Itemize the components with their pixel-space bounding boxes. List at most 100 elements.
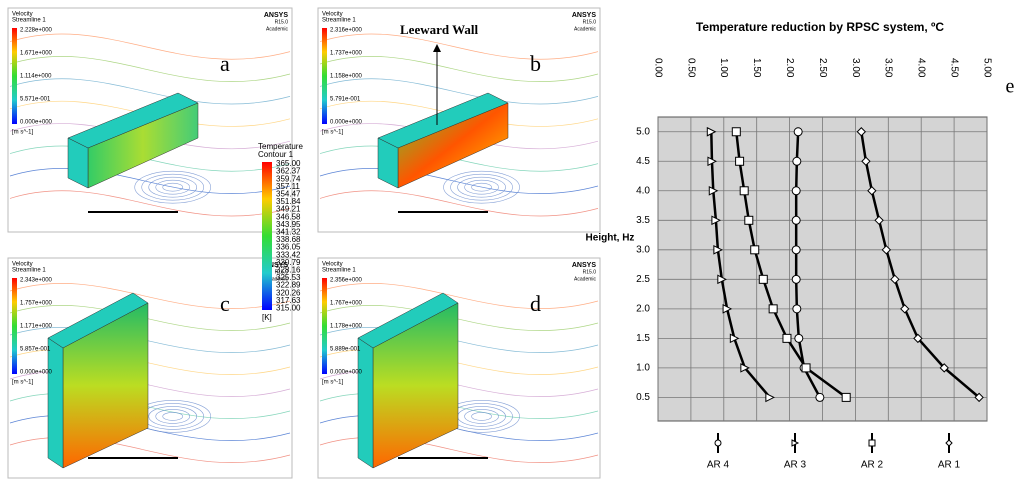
streamline (9, 33, 291, 60)
legend-value: 1.737e+000 (330, 51, 363, 57)
vortex (141, 173, 205, 201)
temperature-value: 362.37 (276, 167, 301, 176)
temperature-value: 343.95 (276, 220, 301, 229)
x-tick-label: 5.00 (981, 58, 992, 78)
annotation: Leeward Wall (400, 22, 479, 37)
legend-label: AR 3 (784, 460, 807, 471)
marker (792, 304, 802, 314)
legend-value: 2.356e+000 (330, 278, 363, 284)
vortex (457, 176, 506, 198)
marker (841, 392, 851, 402)
legend-colorbar (12, 278, 17, 374)
marker (815, 392, 825, 402)
streamline (319, 168, 599, 194)
marker (794, 333, 804, 343)
legend-value: 0.000e+000 (330, 120, 363, 126)
marker (861, 156, 871, 166)
marker (867, 186, 877, 196)
brand: ANSYS (264, 12, 288, 19)
brand: ANSYS (572, 262, 596, 269)
legend-title: Velocity (12, 262, 33, 268)
marker (791, 274, 801, 284)
marker (711, 215, 722, 226)
badge: Academic (574, 26, 596, 32)
legend-value: 1.171e+000 (20, 324, 53, 330)
legend-title: Velocity (12, 12, 33, 18)
legend-value: 5.571e-001 (20, 97, 51, 103)
panel-label: a (220, 51, 230, 76)
legend-value: 1.671e+000 (20, 51, 53, 57)
streamline (9, 56, 291, 82)
marker (722, 304, 733, 314)
x-tick-label: 1.00 (718, 58, 729, 78)
vortex (464, 409, 499, 424)
temperature-title: Temperature (258, 142, 303, 151)
temperature-value: 338.68 (276, 235, 301, 244)
version: R15.0 (583, 19, 597, 25)
x-tick-label: 2.00 (784, 58, 795, 78)
marker (791, 439, 800, 447)
vortex (162, 182, 184, 192)
temperature-value: 336.05 (276, 243, 301, 252)
temperature-subtitle: Contour 1 (258, 150, 294, 159)
version: R15.0 (583, 269, 597, 275)
marker (939, 363, 949, 373)
legend-label: AR 2 (861, 460, 884, 471)
panel-label: b (530, 51, 541, 76)
block-side (47, 337, 64, 469)
temperature-value: 346.58 (276, 212, 301, 221)
y-tick-label: 2.0 (636, 303, 650, 314)
temperature-value: 357.11 (276, 182, 300, 191)
marker (945, 439, 953, 447)
legend-subtitle: Streamline 1 (322, 268, 356, 274)
panel-label: c (220, 291, 230, 316)
marker (791, 186, 801, 196)
chart: Temperature reduction by RPSC system, ºC… (586, 20, 1015, 470)
streamline (9, 190, 291, 217)
chart-title: Temperature reduction by RPSC system, ºC (696, 20, 945, 34)
marker (974, 392, 984, 403)
legend-subtitle: Streamline 1 (322, 18, 356, 24)
marker (801, 363, 811, 373)
y-tick-label: 5.0 (636, 126, 650, 137)
marker (739, 186, 749, 196)
x-tick-label: 3.00 (850, 58, 861, 78)
marker (717, 274, 727, 285)
legend-value: 5.889e-001 (330, 347, 361, 353)
marker (731, 127, 741, 137)
legend-label: AR 4 (707, 460, 730, 471)
legend-title: Velocity (322, 12, 343, 18)
temperature-value: 351.84 (276, 197, 301, 206)
block-side (67, 137, 89, 189)
legend-value: 0.000e+000 (330, 370, 363, 376)
streamline (9, 437, 291, 463)
legend-value: 5.791e-001 (330, 97, 361, 103)
x-tick-label: 4.00 (916, 58, 927, 78)
legend-unit: [m s^-1] (12, 130, 33, 136)
y-tick-label: 3.5 (636, 215, 650, 226)
badge: Academic (574, 276, 596, 282)
streamline (9, 168, 291, 194)
version: R15.0 (275, 19, 289, 25)
y-tick-label: 3.0 (636, 244, 650, 255)
y-tick-label: 1.5 (636, 333, 650, 344)
series-line (735, 131, 847, 399)
temperature-unit: [K] (262, 313, 272, 322)
x-tick-label: 4.50 (948, 58, 959, 78)
y-tick-label: 4.5 (636, 156, 650, 167)
vortex (450, 173, 513, 201)
temperature-value: 330.79 (276, 258, 301, 267)
marker (890, 274, 900, 285)
marker (874, 215, 884, 226)
legend-colorbar (322, 278, 327, 374)
legend-value: 5.857e-001 (20, 347, 51, 353)
x-tick-label: 3.50 (883, 58, 894, 78)
legend-value: 1.178e+000 (330, 324, 363, 330)
badge: Academic (266, 26, 288, 32)
temperature-value: 328.16 (276, 266, 301, 275)
y-axis-label: Height, Hz (586, 233, 635, 244)
y-tick-label: 4.0 (636, 185, 650, 196)
marker (729, 333, 740, 344)
marker (768, 304, 778, 314)
marker (707, 156, 718, 167)
